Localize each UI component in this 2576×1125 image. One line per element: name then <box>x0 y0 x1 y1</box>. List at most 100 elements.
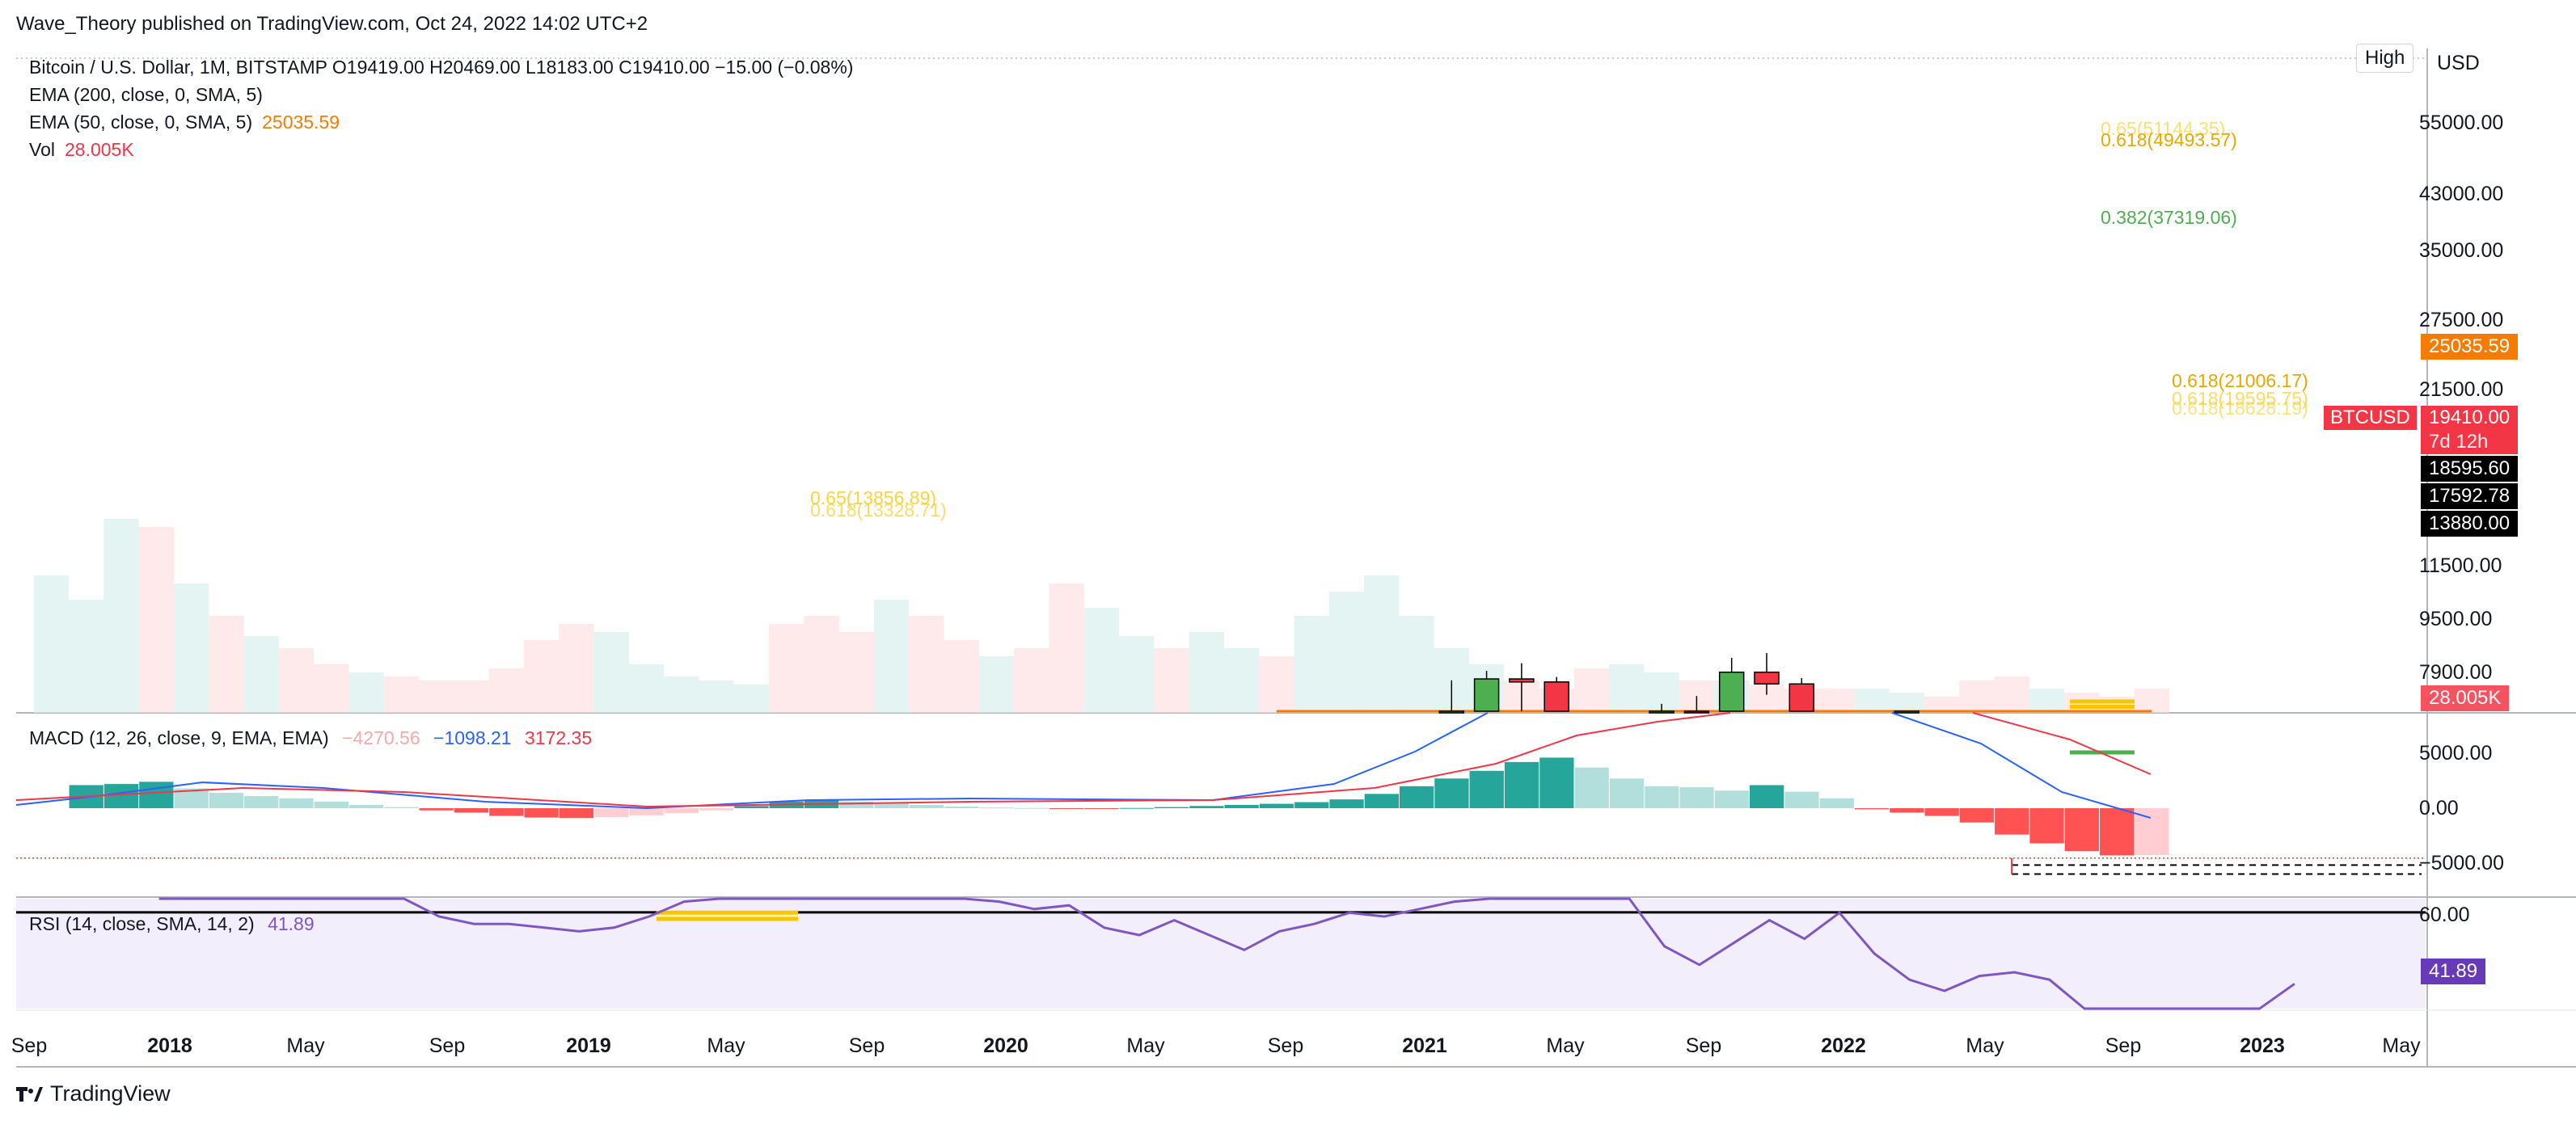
macd-hist-bar <box>1679 787 1714 808</box>
fib-label-right-c: 0.618(18628.19) <box>2172 398 2308 419</box>
macd-hist-bar <box>839 801 874 808</box>
volume-bar <box>1399 616 1434 713</box>
volume-bar <box>1364 575 1400 713</box>
macd-hist-bar <box>2029 808 2064 844</box>
candles <box>1438 653 1919 714</box>
candle <box>1683 696 1710 714</box>
volume-bar <box>278 648 315 713</box>
macd-legend[interactable]: MACD (12, 26, close, 9, EMA, EMA) −4270.… <box>29 727 592 749</box>
macd-line-value: −1098.21 <box>433 727 512 748</box>
volume-bar <box>1154 648 1189 713</box>
time-tick-month: May <box>1546 1034 1585 1057</box>
time-tick-year: 2019 <box>566 1034 611 1057</box>
volume-bar <box>1049 584 1084 713</box>
last-price-badge: 19410.00 7d 12h <box>2421 406 2519 454</box>
time-tick-year: 2023 <box>2240 1034 2285 1057</box>
volume-bar <box>628 664 665 713</box>
macd-hist-bar <box>734 806 769 808</box>
volume-bar <box>488 668 524 713</box>
time-tick-month: Sep <box>429 1034 466 1057</box>
time-tick-year: 2018 <box>147 1034 192 1057</box>
candle <box>1718 657 1745 712</box>
volume-bar <box>1259 656 1294 713</box>
volume-bar <box>559 624 594 713</box>
volume-bar <box>419 680 454 713</box>
price-tick: 9500.00 <box>2419 608 2493 630</box>
macd-hist-bar <box>594 808 629 817</box>
macd-hist-bar <box>1049 808 1084 809</box>
macd-hist-bar <box>139 782 174 808</box>
candle-body <box>1894 710 1919 714</box>
macd-hist-bar <box>909 804 944 808</box>
macd-line <box>1891 712 2152 819</box>
time-tick-month: May <box>707 1034 745 1057</box>
candle <box>1894 710 1919 714</box>
macd-hist-bar <box>314 801 348 808</box>
time-tick-month: Sep <box>848 1034 885 1057</box>
price-tick: 43000.00 <box>2419 183 2504 205</box>
vol-legend[interactable]: Vol 28.005K <box>29 139 134 161</box>
volume-bar <box>209 616 244 713</box>
time-tick-year: 2022 <box>1821 1034 1866 1057</box>
time-tick-month: May <box>2382 1034 2421 1057</box>
ema50-badge: 25035.59 <box>2421 334 2519 360</box>
fib-label-left-b: 0.618(13328.71) <box>810 499 947 520</box>
rsi-line <box>158 897 2295 1010</box>
volume-bar <box>1924 697 1960 713</box>
ema50-legend[interactable]: EMA (50, close, 0, SMA, 5) 25035.59 <box>29 112 340 133</box>
macd-hist-bar <box>1400 786 1434 808</box>
volume-bar <box>454 680 489 713</box>
tradingview-brand: TradingView <box>50 1081 171 1106</box>
symbol-legend[interactable]: Bitcoin / U.S. Dollar, 1M, BITSTAMP O194… <box>29 57 854 78</box>
ema200-legend[interactable]: EMA (200, close, 0, SMA, 5) <box>29 84 263 106</box>
price-tick: 7900.00 <box>2419 661 2493 684</box>
time-tick-month: Sep <box>2105 1034 2142 1057</box>
price-tick: 21500.00 <box>2419 378 2504 401</box>
tradingview-logo[interactable]: TradingView <box>15 1081 171 1106</box>
high-button[interactable]: High <box>2356 44 2414 73</box>
volume-bar <box>664 676 699 713</box>
macd-pane <box>15 712 2169 856</box>
macd-tick: 5000.00 <box>2419 742 2493 765</box>
volume-bar <box>1819 689 1855 713</box>
volume-bar <box>2029 689 2065 713</box>
candle <box>1788 678 1815 712</box>
currency-label[interactable]: USD <box>2437 52 2480 74</box>
macd-hist-bar <box>279 798 314 808</box>
time-tick-month: May <box>1126 1034 1165 1057</box>
macd-hist-bar <box>2135 808 2169 856</box>
macd-hist-bar <box>1714 790 1749 808</box>
macd-hist-bar <box>1890 808 1924 813</box>
macd-hist-bar <box>1645 786 1679 808</box>
macd-hist-bar <box>979 807 1014 809</box>
volume-bar <box>838 632 874 713</box>
volume-bar <box>1994 676 2029 713</box>
macd-hist-bar <box>699 808 734 811</box>
volume-bar <box>1328 592 1365 713</box>
volume-bar <box>243 636 279 713</box>
volume-bar <box>1119 636 1155 713</box>
macd-hist-bar <box>1924 808 1959 816</box>
volume-bar <box>733 685 769 713</box>
volume-bar <box>1854 689 1890 713</box>
macd-hist-bar <box>244 796 279 808</box>
candle <box>1543 676 1569 712</box>
fib-label-top-b: 0.618(49493.57) <box>2101 129 2237 150</box>
candle-body <box>1754 671 1780 685</box>
vol-label: Vol <box>29 139 55 160</box>
macd-hist-bar <box>1329 799 1364 808</box>
macd-hist-bar <box>1434 778 1469 808</box>
volume-bar <box>348 672 384 713</box>
candle-body <box>1649 710 1674 714</box>
macd-hist-bar <box>559 808 594 819</box>
rsi-legend[interactable]: RSI (14, close, SMA, 14, 2) 41.89 <box>29 913 315 935</box>
volume-bar <box>1223 648 1260 713</box>
candle-body <box>1438 710 1465 714</box>
macd-hist-bar <box>1189 806 1224 808</box>
time-tick-month: Sep <box>1685 1034 1722 1057</box>
volume-bar <box>873 600 910 713</box>
volume-bar <box>978 656 1015 713</box>
macd-hist-bar <box>489 808 524 816</box>
price-tick: 11500.00 <box>2419 554 2502 577</box>
